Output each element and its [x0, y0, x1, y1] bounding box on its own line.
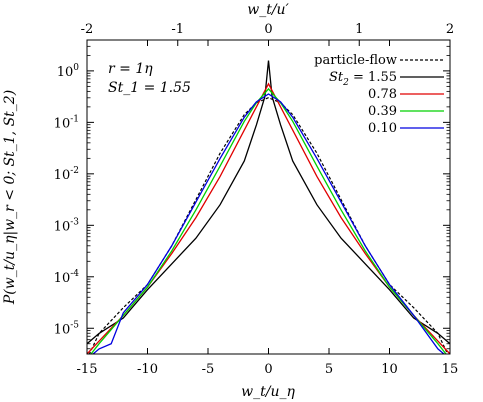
y-tick-label: 10-5	[54, 320, 80, 337]
y-tick-label: 10-2	[54, 166, 79, 183]
series-line-1	[87, 60, 450, 345]
legend-label: 0.78	[368, 87, 397, 102]
legend-label: St2 = 1.55	[329, 70, 397, 88]
legend-label: 0.10	[368, 121, 397, 136]
x-tick-label: 15	[442, 362, 459, 377]
x2-tick-label: -2	[81, 22, 94, 37]
x2-tick-label: -1	[171, 22, 184, 37]
x2-tick-label: 2	[446, 22, 454, 37]
annotation-st1: St_1 = 1.55	[108, 80, 191, 96]
legend: particle-flow St2 = 1.550.78 0.39 0.10	[314, 53, 444, 136]
series-line-0	[88, 97, 449, 354]
y-tick-label: 100	[57, 63, 80, 80]
y-tick-label: 10-3	[54, 217, 80, 234]
x-tick-label: 0	[264, 362, 272, 377]
x-tick-label: -10	[137, 362, 158, 377]
legend-label: particle-flow	[314, 53, 397, 68]
annotation-r: r = 1η	[108, 61, 153, 77]
x2-tick-label: 1	[355, 22, 363, 37]
ticks-layer: -15 -10 -5 0 5 10 15-2 -1 0 1 210010-110-210-310-4…	[54, 22, 459, 377]
legend-label: 0.39	[368, 104, 397, 119]
x2-axis-title: w_t/u′	[247, 2, 289, 18]
y-axis-title: P(w_t/u_η|w_r < 0; St_1, St_2)	[2, 90, 18, 305]
x-tick-label: -15	[77, 362, 98, 377]
x-tick-label: -5	[202, 362, 215, 377]
x-tick-label: 5	[325, 362, 333, 377]
x-axis-title: w_t/u_η	[241, 384, 295, 400]
x-tick-label: 10	[381, 362, 398, 377]
series-line-3	[90, 87, 447, 354]
curves-layer	[87, 60, 450, 354]
series-line-4	[92, 93, 445, 354]
x2-tick-label: 0	[264, 22, 272, 37]
y-tick-label: 10-4	[54, 269, 80, 286]
y-tick-label: 10-1	[54, 114, 79, 131]
